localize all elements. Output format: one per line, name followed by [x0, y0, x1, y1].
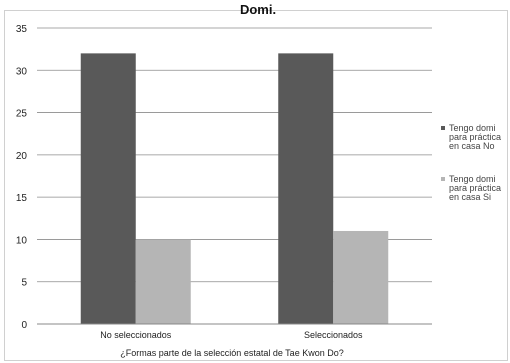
bar	[278, 53, 334, 324]
legend-swatch	[441, 177, 445, 181]
legend-label: Tengo domi	[449, 174, 496, 184]
y-axis-ticks: 0 5 10 15 20 25 30 35	[16, 24, 28, 331]
y-tick-label: 15	[16, 193, 28, 204]
y-tick-label: 20	[16, 151, 28, 162]
y-tick-label: 35	[16, 24, 28, 35]
legend-label: para práctica	[449, 132, 501, 142]
legend-label: Tengo domi	[449, 123, 496, 133]
bar	[135, 239, 191, 324]
bars	[80, 53, 389, 324]
legend-swatch	[441, 126, 445, 130]
x-category-label: Seleccionados	[304, 330, 363, 340]
bar	[80, 53, 136, 324]
legend-label: en casa No	[449, 141, 495, 151]
chart-frame	[4, 10, 508, 361]
legend-label: para práctica	[449, 183, 501, 193]
x-axis-label: ¿Formas parte de la selección estatal de…	[120, 348, 343, 358]
y-tick-label: 10	[16, 235, 28, 246]
x-axis-categories: No seleccionados Seleccionados	[100, 330, 363, 340]
y-tick-label: 0	[21, 320, 27, 331]
y-tick-label: 25	[16, 109, 28, 120]
x-category-label: No seleccionados	[100, 330, 172, 340]
y-tick-label: 30	[16, 66, 28, 77]
bar	[333, 230, 389, 324]
chart-title: Domi.	[240, 2, 276, 17]
legend-label: en casa Si	[449, 192, 491, 202]
y-tick-label: 5	[21, 278, 27, 289]
